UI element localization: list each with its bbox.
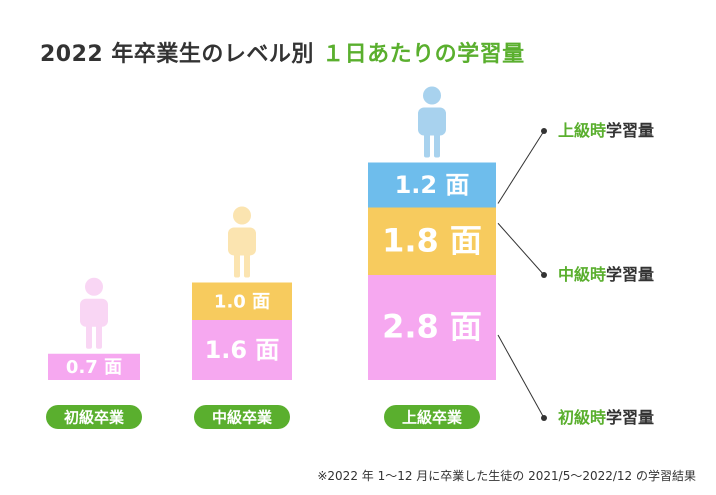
legend-label-rest: 学習量 [606,265,654,284]
legend-dot [541,272,547,278]
category-label-pill [384,405,480,429]
bar-segment-beginner [368,275,496,380]
chart-title: 2022 年卒業生のレベル別 １日あたりの学習量 [40,36,525,68]
legend-label-highlight: 中級時 [558,265,606,284]
person-leg-right [244,251,250,278]
legend-label-highlight: 初級時 [558,408,606,427]
data-label: 1.6 面 [205,336,280,364]
category-label: 中級卒業 [212,409,273,427]
person-body [418,107,446,136]
bar-segment-beginner [192,320,292,380]
person-leg-left [86,322,92,349]
person-leg-left [234,251,240,278]
data-label: 1.8 面 [382,221,482,259]
bar-segment-intermediate [368,207,496,275]
legend-label-advanced: 上級時学習量 [558,121,654,140]
category-label-pill [46,405,142,429]
category-label-pill [194,405,290,429]
person-icon [228,206,256,278]
person-icon [418,86,446,158]
footnote: ※2022 年 1〜12 月に卒業した生徒の 2021/5〜2022/12 の学… [317,469,696,483]
legend-connector-line [497,334,545,419]
person-head [423,86,441,105]
legend-label-beginner: 初級時学習量 [558,408,654,427]
person-leg-right [96,322,102,349]
data-label: 1.2 面 [395,171,470,199]
legend-label-intermediate: 中級時学習量 [558,265,654,284]
legend-dot [541,128,547,134]
chart-title-prefix: 2022 年卒業生のレベル別 [40,42,314,67]
legend-label-highlight: 上級時 [558,121,606,140]
bar-segment-intermediate [192,282,292,320]
legend-label-rest: 学習量 [606,408,654,427]
person-leg-left [424,131,430,158]
person-body [80,298,108,327]
data-label: 2.8 面 [382,308,482,346]
person-leg-right [434,131,440,158]
legend-label-rest: 学習量 [606,121,654,140]
chart-title-highlight: １日あたりの学習量 [322,42,525,67]
legend-dot [541,415,547,421]
category-label: 上級卒業 [402,409,463,427]
data-label: 1.0 面 [214,291,270,312]
person-head [85,277,103,296]
person-icon [80,277,108,349]
bar-segment-beginner [48,353,140,380]
legend-connector-line [497,130,545,204]
bar-segment-advanced [368,162,496,208]
person-body [228,227,256,256]
person-head [233,206,251,225]
data-label: 0.7 面 [66,357,122,378]
category-label: 初級卒業 [64,409,125,427]
legend-connector-line [497,222,545,276]
